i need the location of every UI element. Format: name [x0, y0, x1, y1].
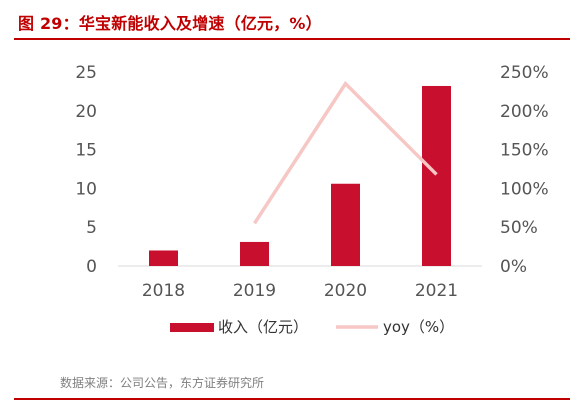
- x-tick-label: 2021: [415, 281, 458, 301]
- category-labels: 2018 2019 2020 2021: [142, 281, 458, 301]
- right-tick-label: 50%: [500, 218, 538, 238]
- x-tick-label: 2018: [142, 281, 185, 301]
- source-divider: [14, 398, 570, 400]
- x-tick-label: 2020: [324, 281, 367, 301]
- bar-2021: [422, 85, 451, 266]
- left-tick-label: 20: [75, 102, 97, 122]
- legend-label-bar: 收入（亿元）: [218, 318, 308, 336]
- bars: [149, 85, 451, 266]
- left-tick-label: 10: [75, 179, 97, 199]
- title-divider: [14, 38, 570, 40]
- right-tick-label: 0%: [500, 257, 527, 277]
- yoy-line: [253, 80, 438, 225]
- bar-2019: [240, 241, 269, 266]
- left-tick-label: 15: [75, 141, 97, 161]
- right-tick-label: 250%: [500, 63, 549, 83]
- left-tick-label: 25: [75, 63, 97, 83]
- right-tick-label: 100%: [500, 179, 549, 199]
- figure-title: 图 29：华宝新能收入及增速（亿元，%）: [18, 14, 322, 33]
- legend: 收入（亿元） yoy（%）: [170, 318, 454, 336]
- right-tick-label: 200%: [500, 102, 549, 122]
- legend-label-line: yoy（%）: [383, 318, 454, 336]
- source-note: 数据来源：公司公告，东方证券研究所: [60, 376, 265, 390]
- left-tick-label: 0: [86, 257, 97, 277]
- left-tick-label: 5: [86, 218, 97, 238]
- left-axis-ticks: 0 5 10 15 20 25: [75, 63, 97, 277]
- right-tick-label: 150%: [500, 141, 549, 161]
- bar-2018: [149, 250, 178, 266]
- right-axis-ticks: 0% 50% 100% 150% 200% 250%: [500, 63, 549, 277]
- legend-swatch-bar: [170, 323, 214, 332]
- x-tick-label: 2019: [233, 281, 276, 301]
- bar-2020: [331, 183, 360, 266]
